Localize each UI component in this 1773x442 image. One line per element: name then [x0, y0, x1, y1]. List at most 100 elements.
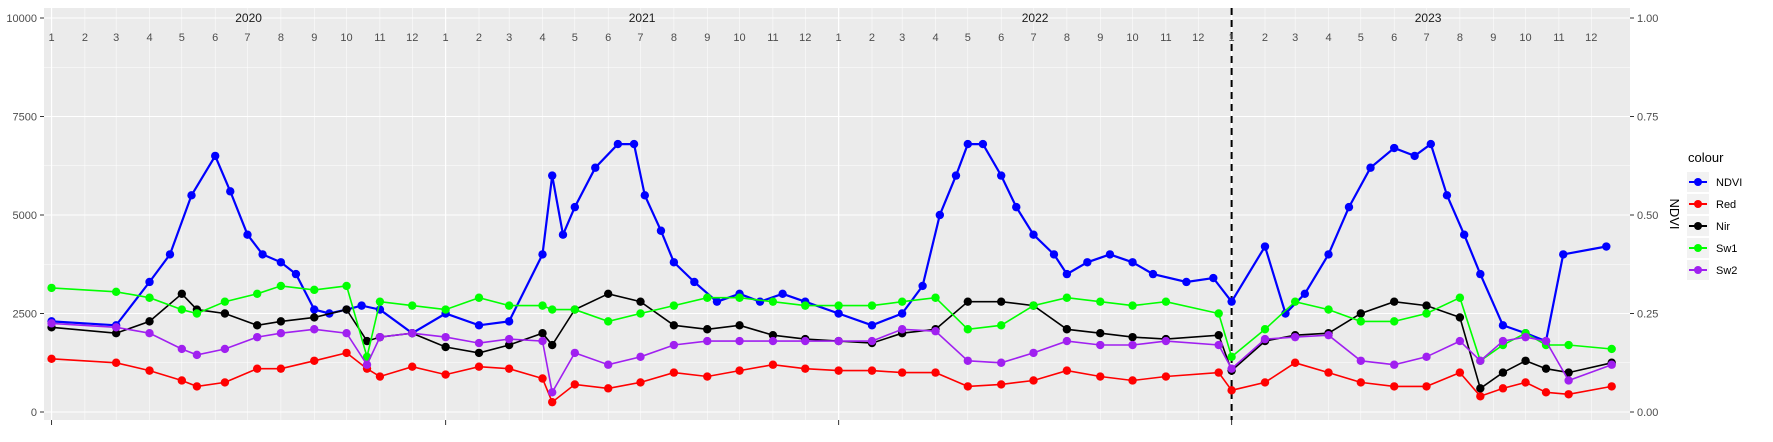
month-label: 3 [1292, 32, 1298, 44]
data-point [558, 230, 568, 239]
data-point [778, 289, 787, 298]
data-point [111, 329, 121, 338]
data-point [636, 309, 645, 318]
legend-key-point [1694, 266, 1702, 274]
data-point [1422, 309, 1431, 318]
data-point [1498, 368, 1508, 377]
data-point [548, 305, 557, 314]
data-point [441, 370, 450, 379]
data-point [1209, 273, 1218, 283]
data-point [276, 364, 286, 373]
data-point [603, 317, 613, 326]
data-point [220, 297, 230, 306]
left-tick-label: 7500 [13, 112, 37, 124]
data-point [963, 297, 973, 306]
month-label: 8 [1064, 32, 1070, 44]
month-label: 5 [572, 32, 578, 44]
data-point [755, 297, 765, 306]
data-point [867, 366, 877, 375]
data-point [210, 151, 220, 161]
data-point [1521, 356, 1530, 365]
data-point [47, 319, 56, 328]
data-point [603, 360, 613, 369]
series-lines [47, 139, 1616, 407]
data-point [996, 171, 1006, 180]
data-point [408, 329, 417, 338]
data-point [310, 305, 319, 314]
data-point [1422, 382, 1431, 391]
data-point [1602, 242, 1611, 251]
data-point [342, 348, 351, 358]
data-point [474, 293, 484, 302]
data-point [669, 368, 679, 377]
right-tick-label: 0.50 [1637, 210, 1658, 222]
data-point [703, 325, 712, 334]
month-label: 6 [998, 32, 1004, 44]
legend-label: NDVI [1716, 177, 1742, 189]
month-label: 2 [869, 32, 875, 44]
data-point [1476, 356, 1485, 365]
data-point [1049, 250, 1059, 259]
data-point [165, 250, 175, 259]
data-point [548, 340, 557, 350]
data-point [1607, 344, 1616, 354]
bottom-x-axis [51, 420, 1233, 425]
data-point [1148, 269, 1158, 279]
data-point [192, 309, 202, 318]
data-point [735, 366, 744, 375]
data-point [1214, 309, 1223, 318]
data-point [1324, 330, 1333, 340]
data-point [1422, 301, 1431, 310]
series-line [51, 322, 1612, 395]
data-point [342, 305, 351, 314]
data-point [1410, 151, 1419, 161]
month-label: 1 [48, 32, 54, 44]
data-point [1290, 332, 1300, 342]
data-point [703, 293, 712, 302]
data-point [640, 191, 650, 200]
month-label: 12 [406, 32, 418, 44]
data-point [441, 332, 450, 342]
right-axis-title: NDVI [1667, 198, 1682, 229]
data-point [1366, 163, 1375, 172]
year-label: 2022 [1022, 11, 1049, 25]
data-point [310, 313, 319, 322]
data-point [591, 163, 600, 172]
data-point [801, 336, 810, 346]
data-point [931, 368, 940, 377]
data-point [1290, 358, 1300, 367]
data-point [1389, 297, 1399, 306]
month-label: 5 [179, 32, 185, 44]
data-point [47, 354, 56, 364]
data-point [1389, 382, 1399, 391]
data-point [1356, 309, 1366, 318]
legend-item-nir: Nir [1687, 216, 1730, 236]
data-point [192, 350, 202, 360]
data-point [1389, 143, 1399, 153]
data-point [408, 301, 417, 310]
month-label: 12 [799, 32, 811, 44]
data-point [538, 301, 547, 310]
data-point [1062, 325, 1072, 334]
right-y-axis: 0.00 0.25 0.50 0.75 1.00 [1630, 13, 1658, 419]
data-point [834, 309, 843, 318]
data-point [474, 338, 484, 348]
month-label: 9 [1490, 32, 1496, 44]
data-point [1227, 297, 1236, 306]
data-point [1541, 364, 1551, 373]
data-point [735, 336, 744, 346]
month-label: 8 [1457, 32, 1463, 44]
data-point [192, 382, 202, 391]
data-point [1062, 336, 1072, 346]
month-label: 10 [1519, 32, 1531, 44]
data-point [918, 281, 927, 291]
legend-label: Sw1 [1716, 243, 1737, 255]
data-point [220, 378, 230, 387]
month-label: 10 [733, 32, 745, 44]
data-point [538, 329, 547, 338]
data-point [504, 334, 514, 344]
panel-background [44, 8, 1630, 420]
data-point [177, 305, 187, 314]
data-point [1455, 368, 1465, 377]
